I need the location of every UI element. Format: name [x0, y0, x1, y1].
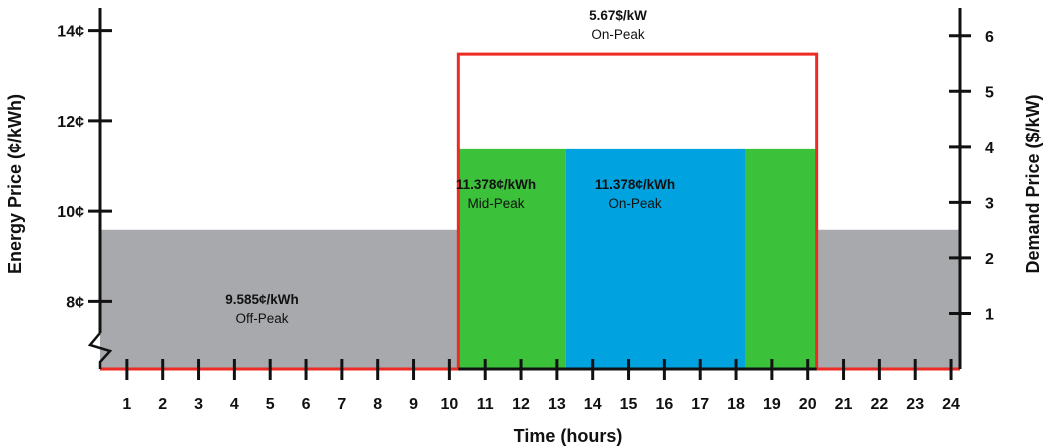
- demand-price-label: 5.67$/kW: [589, 8, 647, 23]
- right-y-tick-label: 4: [985, 140, 994, 157]
- x-tick-label: 14: [584, 396, 602, 413]
- right-y-tick-label: 2: [985, 251, 994, 268]
- on-peak-period-label: On-Peak: [608, 196, 662, 211]
- right-y-tick-label: 1: [985, 306, 994, 323]
- left-y-tick-label: 8¢: [66, 294, 84, 311]
- axis-break-icon: [87, 332, 113, 369]
- x-tick-label: 5: [266, 396, 275, 413]
- x-tick-label: 24: [942, 396, 960, 413]
- x-tick-label: 6: [302, 396, 311, 413]
- left-y-tick-label: 10¢: [57, 204, 84, 221]
- energy-segment-1: [100, 229, 459, 369]
- x-tick-label: 16: [655, 396, 673, 413]
- energy-price-areas: [100, 148, 960, 369]
- x-tick-label: 23: [906, 396, 924, 413]
- x-tick-label: 20: [799, 396, 817, 413]
- left-y-tick-label: 12¢: [57, 114, 84, 131]
- demand-period-label: On-Peak: [591, 27, 645, 42]
- x-tick-label: 12: [512, 396, 530, 413]
- x-tick-label: 1: [122, 396, 131, 413]
- left-y-axis-title: Energy Price (¢/kWh): [5, 94, 25, 274]
- mid-peak-period-label: Mid-Peak: [467, 196, 524, 211]
- off-peak-period-label: Off-Peak: [235, 311, 288, 326]
- x-tick-label: 4: [230, 396, 239, 413]
- x-tick-label: 7: [337, 396, 346, 413]
- x-tick-label: 22: [870, 396, 888, 413]
- x-tick-label: 9: [409, 396, 418, 413]
- right-y-axis-title: Demand Price ($/kW): [1023, 94, 1043, 273]
- off-peak-price-label: 9.585¢/kWh: [225, 292, 299, 307]
- energy-segment-2: [458, 148, 566, 369]
- x-tick-label: 19: [763, 396, 781, 413]
- x-tick-label: 3: [194, 396, 203, 413]
- energy-segment-3: [565, 148, 745, 369]
- mid-peak-price-label: 11.378¢/kWh: [456, 177, 536, 192]
- x-tick-label: 15: [620, 396, 638, 413]
- right-y-tick-label: 5: [985, 84, 994, 101]
- x-tick-label: 8: [373, 396, 382, 413]
- on-peak-price-label: 11.378¢/kWh: [595, 177, 675, 192]
- energy-segment-5: [816, 229, 960, 369]
- energy-segment-4: [745, 148, 817, 369]
- right-y-tick-label: 3: [985, 195, 994, 212]
- x-tick-label: 11: [477, 396, 494, 413]
- left-y-tick-label: 14¢: [57, 24, 84, 41]
- right-y-ticks: 1 2 3 4 5 6: [949, 29, 994, 323]
- x-tick-label: 10: [440, 396, 458, 413]
- left-y-ticks: 8¢ 10¢ 12¢ 14¢: [57, 24, 112, 311]
- x-tick-label: 2: [158, 396, 167, 413]
- axes: [87, 8, 962, 371]
- right-y-tick-label: 6: [985, 29, 994, 46]
- x-tick-label: 13: [548, 396, 566, 413]
- x-tick-label: 17: [691, 396, 709, 413]
- demand-price-line: [100, 52, 960, 371]
- x-tick-label: 18: [727, 396, 745, 413]
- x-tick-label: 21: [835, 396, 853, 413]
- x-axis-title: Time (hours): [514, 426, 623, 446]
- x-ticks: 1 2 3 4 5 6 7 8 9 10 11 12 13 14 15 16 17 18 19 20 21 22 23 24: [122, 359, 960, 413]
